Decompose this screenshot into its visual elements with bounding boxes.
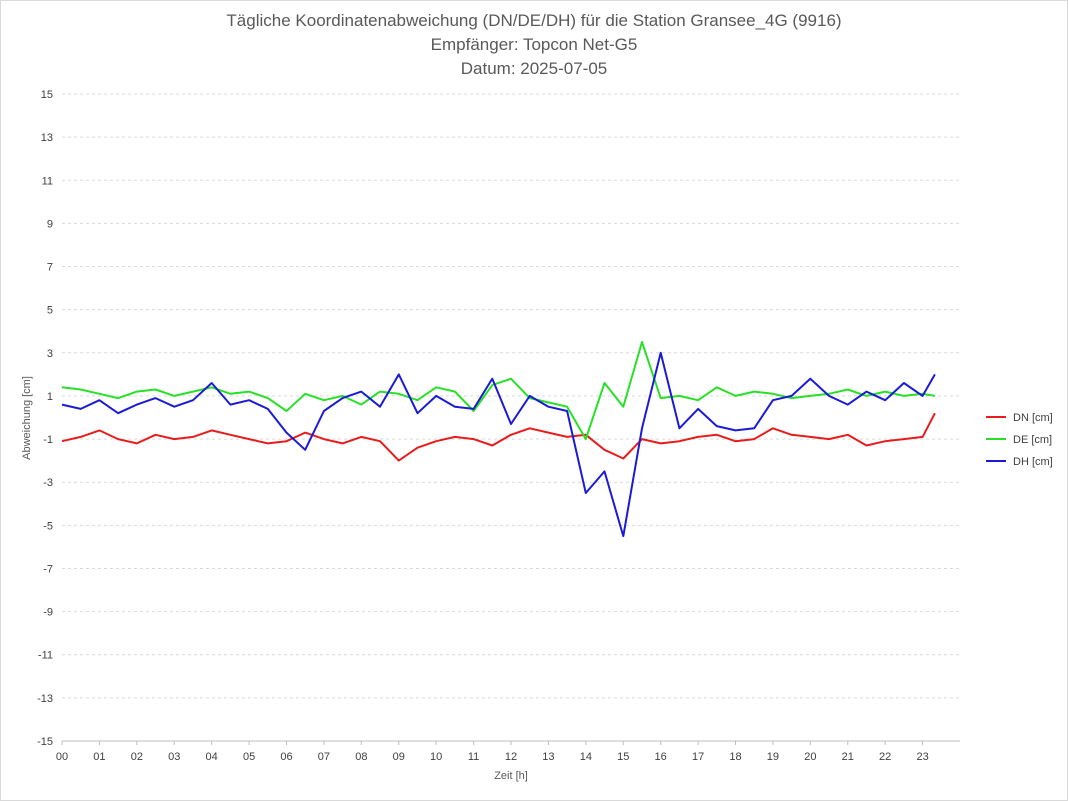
x-tick-label: 19 [767,751,779,763]
x-tick-label: 02 [131,751,143,763]
x-tick-label: 06 [280,751,292,763]
y-tick-label: -7 [43,563,53,575]
chart-title-line-2: Empfänger: Topcon Net-G5 [430,35,638,54]
x-tick-label: 12 [505,751,517,763]
x-tick-label: 22 [879,751,891,763]
x-tick-label: 18 [729,751,741,763]
x-tick-label: 10 [430,751,442,763]
y-tick-label: -1 [43,434,53,446]
y-tick-label: 11 [42,175,53,187]
x-tick-label: 00 [56,751,68,763]
x-tick-label: 03 [168,751,180,763]
legend-label-0: DN [cm] [1013,412,1053,424]
legend-label-2: DH [cm] [1013,456,1053,468]
y-axis-ticks: 15 13 11 9 7 5 3 1 -1 -3 -5 -7 -9 -11 -13 -15 [37,89,53,748]
y-tick-label: -13 [37,693,53,705]
legend: DN [cm] DE [cm] DH [cm] [986,412,1053,468]
x-tick-label: 16 [655,751,667,763]
x-tick-label: 09 [393,751,405,763]
x-tick-label: 21 [842,751,854,763]
y-tick-label: -11 [38,650,53,662]
y-tick-label: 15 [41,89,53,101]
x-tick-label: 07 [318,751,330,763]
x-tick-label: 05 [243,751,255,763]
x-tick-label: 08 [355,751,367,763]
series-line-0 [61,412,936,462]
x-tick-label: 04 [206,751,218,763]
y-tick-label: -9 [43,607,53,619]
series-line-1 [61,341,936,441]
y-tick-label: -5 [43,520,53,532]
x-tick-label: 17 [692,751,704,763]
chart-title-line-1: Tägliche Koordinatenabweichung (DN/DE/DH… [226,11,842,30]
y-tick-label: 7 [47,262,53,274]
y-tick-label: -15 [37,736,53,748]
y-axis-title: Abweichung [cm] [21,376,33,460]
x-tick-label: 20 [804,751,816,763]
y-tick-label: 3 [47,348,53,360]
x-tick-label: 15 [617,751,629,763]
x-tick-label: 14 [580,751,592,763]
x-axis-title: Zeit [h] [494,770,528,782]
y-tick-label: 9 [47,218,53,230]
x-tick-label: 01 [93,751,105,763]
y-tick-label: 13 [41,132,53,144]
x-tick-label: 23 [916,751,928,763]
series-line-2 [61,351,936,538]
legend-label-1: DE [cm] [1013,434,1052,446]
x-tick-label: 11 [468,751,479,763]
y-tick-label: 5 [47,305,53,317]
x-axis-ticks: 00 01 02 03 04 05 06 07 08 09 10 11 12 13 14 15 16 17 18 19… [56,741,929,763]
chart-title-line-3: Datum: 2025-07-05 [460,59,608,78]
y-tick-label: -3 [43,477,53,489]
y-tick-label: 1 [47,391,53,403]
series-lines [61,341,936,538]
x-tick-label: 13 [542,751,554,763]
